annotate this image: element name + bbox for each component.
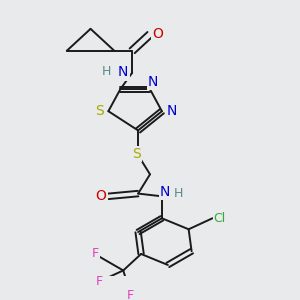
Text: S: S [132, 147, 141, 161]
Text: O: O [152, 27, 163, 41]
Text: N: N [148, 75, 158, 89]
Text: F: F [127, 289, 134, 300]
Text: Cl: Cl [214, 212, 226, 225]
Text: S: S [95, 104, 104, 118]
Text: N: N [118, 65, 128, 80]
Text: F: F [96, 275, 103, 288]
Text: F: F [92, 248, 99, 260]
Text: O: O [95, 189, 106, 203]
Text: N: N [167, 104, 178, 118]
Text: H: H [102, 65, 112, 78]
Text: H: H [173, 187, 183, 200]
Text: N: N [160, 185, 170, 199]
